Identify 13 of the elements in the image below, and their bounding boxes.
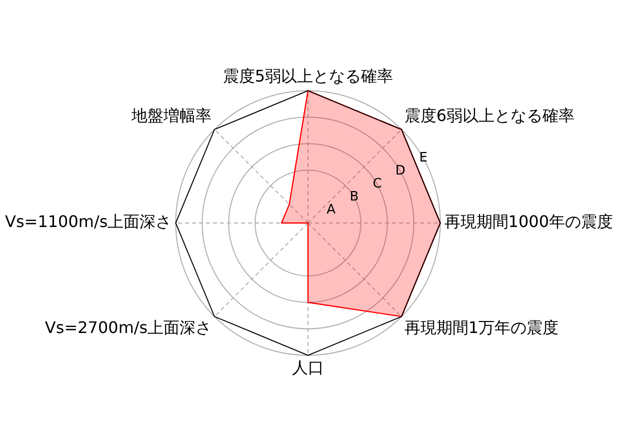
y-tick-label: A [326,202,336,218]
spoke-label: 地盤増幅率 [130,106,212,126]
spoke-label: Vs=2700m/s上面深さ [44,318,212,338]
spoke-label: 再現期間1万年の震度 [404,318,559,338]
spoke-label: 人口 [292,358,324,378]
y-tick-label: E [419,150,428,166]
spoke-label: 再現期間1000年の震度 [444,212,613,232]
spoke-label: 震度6弱以上となる確率 [404,106,575,126]
spoke-label: 震度5弱以上となる確率 [222,66,394,86]
spoke-label: Vs=1100m/s上面深さ [5,212,172,232]
y-tick-label: D [395,164,406,179]
y-tick-label: C [372,176,382,192]
y-tick-label: B [350,190,359,205]
